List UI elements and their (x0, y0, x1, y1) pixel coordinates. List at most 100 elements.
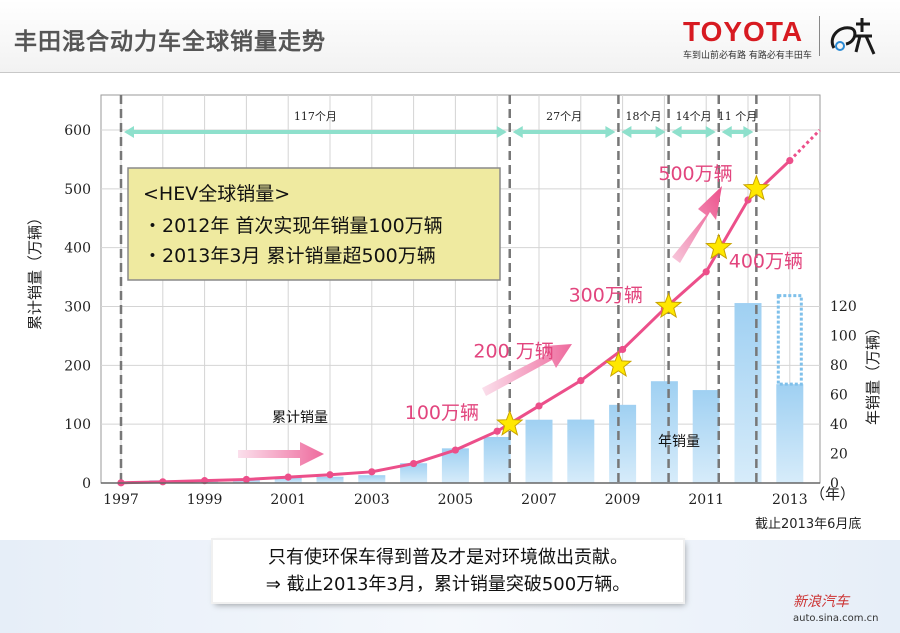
annual-bar (776, 384, 804, 483)
cumulative-point (368, 468, 376, 476)
annual-bar (692, 390, 720, 483)
period-arrowhead-left (621, 126, 632, 138)
cumulative-label: 累计销量 (272, 410, 328, 426)
annual-bar-projection (776, 294, 803, 386)
brand-slogan: 车到山前必有路 有路必有丰田车 (683, 51, 812, 61)
x-tick-label: 2003 (354, 492, 390, 508)
milestone-stars: 100万辆 200 万辆 300万辆 400万辆 500万辆 (405, 163, 803, 436)
y2-tick-label: 20 (830, 447, 848, 463)
milestone-star-icon (496, 409, 524, 436)
sales-chart: 117个月 27个月 18个月 14个月 11 个月 100万辆 200 万辆 300万辆 4… (26, 94, 882, 532)
milestone-label: 200 万辆 (473, 340, 553, 362)
y2-tick-label: 40 (830, 417, 848, 433)
period-arrowhead-left (721, 126, 732, 138)
info-box-heading: <HEV全球销量> (143, 183, 290, 205)
toyota-logo: TOYOTA (683, 16, 804, 47)
period-label: 18个月 (626, 110, 662, 123)
period-arrows: 117个月 27个月 18个月 14个月 11 个月 (124, 110, 757, 138)
header-bar: 丰田混合动力车全球销量走势 TOYOTA 车到山前必有路 有路必有丰田车 (0, 0, 900, 73)
cumulative-point (619, 345, 627, 354)
cumulative-point (410, 459, 418, 468)
cumulative-projection (788, 128, 821, 162)
x-tick-label: 2013 (772, 492, 808, 508)
y-tick-label: 0 (82, 476, 91, 492)
x-tick-label: 2011 (688, 492, 724, 508)
milestone-star-icon (604, 350, 633, 378)
y-tick-label: 400 (64, 241, 91, 257)
trend-arrows (238, 186, 722, 466)
y2-tick-label: 0 (830, 476, 839, 492)
y2-tick-label: 100 (830, 329, 857, 345)
period-label: 27个月 (546, 110, 582, 123)
milestone-label: 300万辆 (569, 285, 643, 307)
period-arrowhead-left (124, 126, 134, 138)
y-axis-title: 累计销量（万辆） (26, 210, 44, 330)
campaign-mark-icon (830, 18, 876, 55)
period-label: 117个月 (294, 110, 337, 123)
milestone-label: 500万辆 (658, 163, 732, 185)
trend-arrow-icon (238, 442, 324, 466)
annual-label: 年销量 (658, 434, 700, 450)
x-tick-label: 2007 (521, 492, 557, 508)
annual-bar (650, 381, 678, 483)
milestone-label: 400万辆 (729, 251, 803, 273)
period-label: 14个月 (676, 110, 712, 123)
info-box (127, 167, 501, 281)
y2-tick-label: 80 (830, 358, 848, 374)
cumulative-point (451, 446, 459, 454)
watermark-url: auto.sina.com.cn (793, 613, 879, 624)
watermark: 新浪汽车 auto.sina.com.cn (793, 591, 893, 631)
info-box-line2: ・2013年3月 累计销量超500万辆 (143, 245, 436, 267)
x-tick-label: 1997 (103, 492, 139, 508)
cumulative-point (702, 268, 710, 276)
data-note: 截止2013年6月底 (755, 516, 861, 532)
annual-bar (316, 476, 344, 483)
x-tick-label: 2009 (605, 492, 641, 508)
page-title: 丰田混合动力车全球销量走势 (14, 29, 326, 55)
period-arrowhead-left (671, 126, 682, 138)
y-tick-label: 200 (64, 358, 91, 374)
y-tick-label: 600 (64, 123, 91, 139)
annual-bar (400, 463, 428, 483)
cumulative-point (284, 473, 292, 481)
annual-bar (483, 436, 511, 483)
period-arrowhead-right (605, 126, 616, 138)
annual-bar (525, 419, 553, 483)
cumulative-point (242, 475, 250, 484)
cumulative-point (326, 471, 334, 479)
x-axis-unit: （年） (810, 485, 855, 503)
cumulative-point (577, 377, 585, 385)
period-arrowhead-left (512, 126, 523, 138)
cumulative-point (159, 478, 167, 486)
y-tick-label: 100 (64, 417, 91, 433)
period-label: 11 个月 (718, 110, 758, 123)
milestone-star-icon (742, 174, 771, 201)
y-tick-label: 500 (64, 182, 91, 198)
period-arrowhead-right (655, 126, 666, 138)
x-tick-label: 2001 (270, 492, 306, 508)
message-line1: 只有使环保车得到普及才是对环境做出贡献。 (268, 547, 628, 568)
message-line2: ⇒ 截止2013年3月，累计销量突破500万辆。 (265, 574, 631, 595)
annual-bar (567, 419, 595, 483)
annual-bar (609, 404, 637, 483)
annual-bar (358, 475, 386, 483)
period-arrowhead-right (705, 126, 716, 138)
x-tick-label: 2005 (438, 492, 474, 508)
cumulative-point (493, 427, 501, 435)
x-tick-label: 1999 (187, 492, 223, 508)
info-box-line1: ・2012年 首次实现年销量100万辆 (143, 215, 443, 237)
y-tick-label: 300 (64, 300, 91, 316)
axes: 0 100 200 300 400 500 600 0 20 40 60 80 100 120 1997 19… (64, 123, 856, 508)
trend-arrow-icon (672, 186, 722, 263)
y2-tick-label: 60 (830, 388, 848, 404)
period-arrowhead-right (496, 126, 507, 138)
period-arrowhead-right (743, 126, 754, 138)
brand-divider (819, 16, 820, 56)
milestone-star-icon (705, 233, 733, 260)
y2-tick-label: 120 (830, 299, 857, 315)
milestone-star-icon (654, 292, 683, 319)
message-box: 只有使环保车得到普及才是对环境做出贡献。 ⇒ 截止2013年3月，累计销量突破5… (213, 540, 683, 602)
y2-axis-title: 年销量（万辆） (864, 320, 882, 425)
cumulative-point (535, 402, 543, 410)
watermark-logo: 新浪汽车 (793, 594, 849, 610)
